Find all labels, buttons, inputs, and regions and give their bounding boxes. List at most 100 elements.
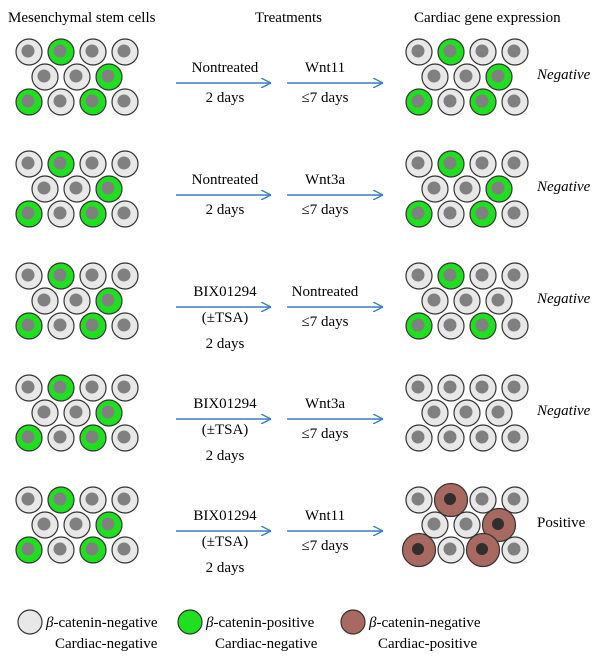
cell-negative [31,511,59,539]
legend-beta: β [368,615,377,631]
legend-swatch-negative [17,609,43,635]
cell-positive [15,88,43,116]
cell-positive [469,200,497,228]
stem-cell-cluster [15,150,139,228]
cell-positive [79,312,107,340]
step1-label-line-2: 2 days [206,336,245,352]
cell-positive [95,287,123,315]
cell-positive [15,536,43,564]
step2-label-line-1: ≤7 days [302,538,349,554]
cell-negative [437,88,465,116]
cell-negative [437,200,465,228]
cell-cardiac [465,532,501,568]
cell-negative [469,150,497,178]
legend-swatch-positive [177,609,203,635]
result-label: Positive [537,515,586,531]
step1-label-line-1: 2 days [206,90,245,106]
cell-negative [437,424,465,452]
cell-negative [501,200,529,228]
cell-positive [79,424,107,452]
cell-cardiac [433,482,469,518]
cell-positive [15,424,43,452]
cell-positive [95,63,123,91]
cell-negative [501,374,529,402]
cell-negative [453,399,481,427]
cell-negative [469,38,497,66]
cell-negative [405,262,433,290]
step1-label-line-1: (±TSA) [202,310,249,326]
cell-positive [405,200,433,228]
step1-label-line-1: (±TSA) [202,534,249,550]
step2-label-line-1: ≤7 days [302,90,349,106]
cell-positive [437,150,465,178]
treatment-row-4: BIX01294 (±TSA) 2 days Wnt3a ≤7 days Negative [15,374,591,464]
cell-negative [405,38,433,66]
cell-negative [111,312,139,340]
cell-negative [469,486,497,514]
cell-positive [95,175,123,203]
final-cell-cluster [405,374,529,452]
cell-positive [405,312,433,340]
cell-negative [421,511,449,539]
step2-label-line-1: ≤7 days [302,314,349,330]
cell-negative [421,399,449,427]
final-cell-cluster [405,262,529,340]
step2-label-line-0: Wnt11 [305,60,345,76]
step1-label-line-2: 2 days [206,448,245,464]
cell-negative [469,374,497,402]
cell-negative [111,262,139,290]
cell-negative [501,38,529,66]
result-label: Negative [536,179,591,195]
cell-positive [47,374,75,402]
legend-line1: β-catenin-negative [368,615,481,631]
step2-label-line-0: Wnt3a [305,396,345,412]
treatment-row-5: BIX01294 (±TSA) 2 days Wnt11 ≤7 days Positive [15,482,586,576]
cell-negative [501,486,529,514]
step2-label-line-0: Nontreated [292,284,359,300]
cell-negative [15,486,43,514]
step2-label-line-0: Wnt11 [305,508,345,524]
cell-positive [79,536,107,564]
step1-label-line-0: BIX01294 [193,396,257,412]
legend-line1-text: -catenin-negative [53,615,157,631]
header-cardiac-expression: Cardiac gene expression [414,10,561,26]
cell-negative [485,399,513,427]
legend-line2: Cardiac-positive [378,636,477,652]
legend-item-negative: β-catenin-negative Cardiac-negative [17,609,158,652]
step2-label-line-1: ≤7 days [302,202,349,218]
cell-negative [111,486,139,514]
cell-negative [501,262,529,290]
cell-negative [15,150,43,178]
cell-negative [47,200,75,228]
cell-negative [453,175,481,203]
cell-positive [95,511,123,539]
cell-negative [63,287,91,315]
result-label: Negative [536,403,591,419]
step2-label-line-0: Wnt3a [305,172,345,188]
cell-positive [15,312,43,340]
cell-negative [63,399,91,427]
cell-negative [111,536,139,564]
cell-positive [95,399,123,427]
cell-negative [437,536,465,564]
cell-negative [501,424,529,452]
final-cell-cluster [405,150,529,228]
cell-positive [47,150,75,178]
cell-negative [111,150,139,178]
cell-negative [111,424,139,452]
cell-negative [453,287,481,315]
cell-negative [453,511,481,539]
legend-beta: β [205,615,214,631]
legend-line1: β-catenin-negative [45,615,158,631]
legend-item-cardiac: β-catenin-negative Cardiac-positive [340,609,481,652]
cell-negative [31,287,59,315]
treatment-row-3: BIX01294 (±TSA) 2 days Nontreated ≤7 days Neg… [15,262,591,352]
cell-positive [15,200,43,228]
final-cell-cluster [405,38,529,116]
legend-line2: Cardiac-negative [55,636,158,652]
result-label: Negative [536,291,591,307]
cell-negative [47,424,75,452]
cell-negative [421,175,449,203]
cell-negative [111,88,139,116]
stem-cell-cluster [15,486,139,564]
